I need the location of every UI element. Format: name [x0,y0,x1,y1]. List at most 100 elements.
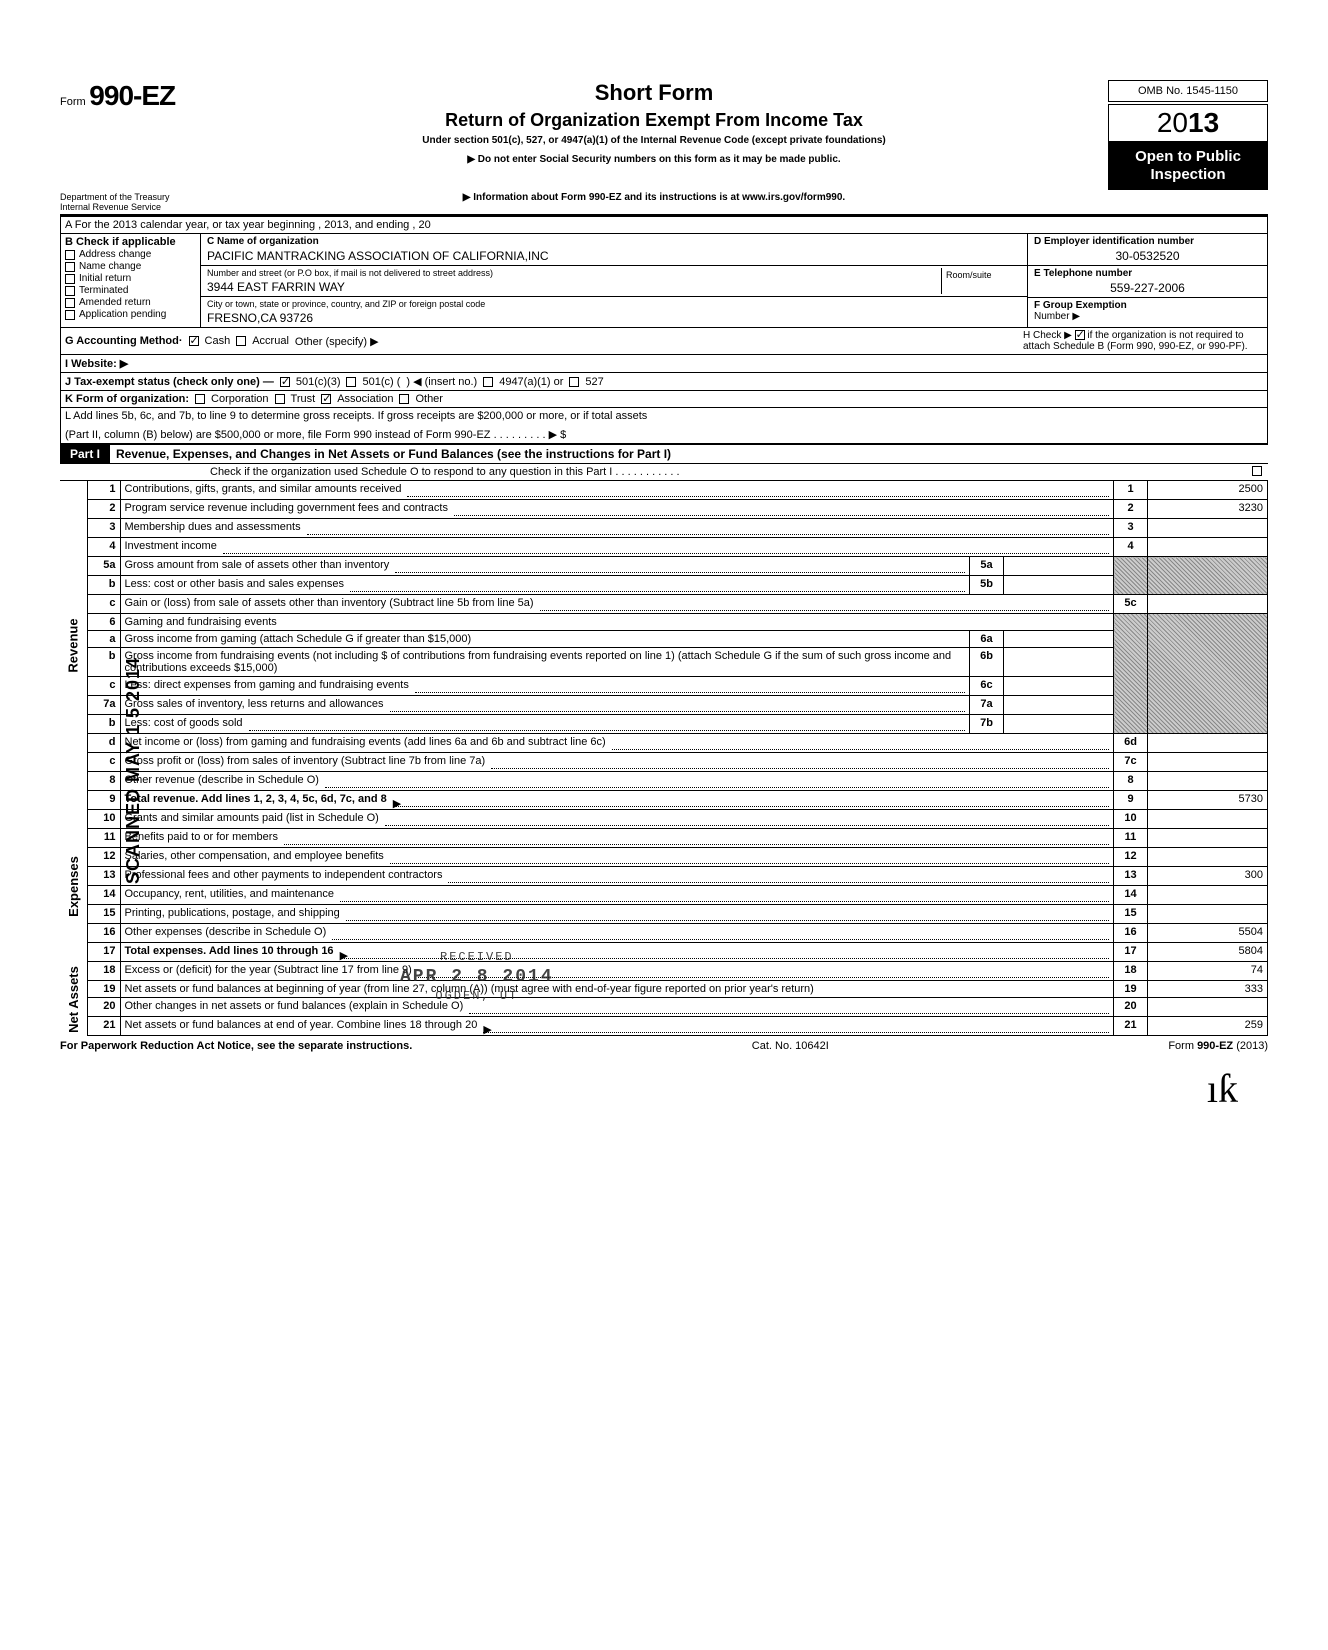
part1-title: Revenue, Expenses, and Changes in Net As… [110,445,1268,463]
city-val: FRESNO,CA 93726 [207,311,1021,325]
chk-corp[interactable] [195,394,205,404]
chk-4947[interactable] [483,377,493,387]
form-number-block: Form 990-EZ [60,80,200,112]
line-14: 14Occupancy, rent, utilities, and mainte… [88,886,1268,905]
line-5b: bLess: cost or other basis and sales exp… [88,576,1268,595]
dept-treasury: Department of the Treasury Internal Reve… [60,192,200,212]
line-7c: cGross profit or (loss) from sales of in… [88,753,1268,772]
info-line: ▶ Information about Form 990-EZ and its … [200,192,1108,212]
form-word: Form [60,96,86,108]
line-11: 11Benefits paid to or for members11 [88,829,1268,848]
row-l-1: L Add lines 5b, 6c, and 7b, to line 9 to… [65,410,647,422]
chk-address-change[interactable] [65,250,75,260]
name-label: C Name of organization [207,236,1021,247]
line-4: 4Investment income4 [88,538,1268,557]
footer-mid: Cat. No. 10642I [752,1040,829,1052]
footer: For Paperwork Reduction Act Notice, see … [60,1036,1268,1052]
line-12: 12Salaries, other compensation, and empl… [88,848,1268,867]
chk-name-change[interactable] [65,262,75,272]
group-exempt-label: F Group Exemption [1034,300,1261,311]
received-stamp: RECEIVED APR 2 8 2014 OGDEN, UT [400,950,554,1005]
line-3: 3Membership dues and assessments3 [88,519,1268,538]
line-19: 19Net assets or fund balances at beginni… [88,981,1268,998]
form-header: Form 990-EZ Short Form Return of Organiz… [60,80,1268,190]
chk-sched-o[interactable] [1252,466,1262,476]
header-table: A For the 2013 calendar year, or tax yea… [60,216,1268,445]
header-right: OMB No. 1545-1150 2013 Open to Public In… [1108,80,1268,190]
line-6: 6Gaming and fundraising events [88,614,1268,631]
line-6b: bGross income from fundraising events (n… [88,648,1268,677]
under-section: Under section 501(c), 527, or 4947(a)(1)… [200,135,1108,146]
part1-label: Part I [60,445,110,463]
line-13: 13Professional fees and other payments t… [88,867,1268,886]
chk-other-org[interactable] [399,394,409,404]
line-18: 18Excess or (deficit) for the year (Subt… [88,962,1268,981]
row-h: H Check ▶ if the organization is not req… [1023,330,1263,352]
form-number: 990-EZ [89,80,175,111]
col-c: C Name of organization PACIFIC MANTRACKI… [201,234,1027,327]
revenue-section: Revenue 1Contributions, gifts, grants, a… [60,481,1268,810]
netassets-section: Net Assets 18Excess or (deficit) for the… [60,962,1268,1036]
chk-app-pending[interactable] [65,310,75,320]
line-17: 17Total expenses. Add lines 10 through 1… [88,943,1268,962]
part1-check: Check if the organization used Schedule … [60,464,1268,481]
ssn-warning: ▶ Do not enter Social Security numbers o… [200,154,1108,165]
line-5c: cGain or (loss) from sale of assets othe… [88,595,1268,614]
return-title: Return of Organization Exempt From Incom… [200,110,1108,131]
col-right: D Employer identification number 30-05325… [1027,234,1267,327]
dept-row: Department of the Treasury Internal Reve… [60,192,1268,216]
line-6d: dNet income or (loss) from gaming and fu… [88,734,1268,753]
phone-val: 559-227-2006 [1034,281,1261,295]
room-suite: Room/suite [941,268,1021,294]
line-7a: 7aGross sales of inventory, less returns… [88,696,1268,715]
street-label: Number and street (or P.O box, if mail i… [207,268,941,278]
line-5a: 5aGross amount from sale of assets other… [88,557,1268,576]
chk-cash[interactable] [189,336,199,346]
expenses-section: Expenses 10Grants and similar amounts pa… [60,810,1268,962]
footer-right: Form 990-EZ (2013) [1168,1040,1268,1052]
group-exempt-num: Number ▶ [1034,311,1261,322]
line-1: 1Contributions, gifts, grants, and simil… [88,481,1268,500]
chk-trust[interactable] [275,394,285,404]
line-20: 20Other changes in net assets or fund ba… [88,998,1268,1017]
chk-accrual[interactable] [236,336,246,346]
line-a: A For the 2013 calendar year, or tax yea… [61,217,1267,233]
chk-amended[interactable] [65,298,75,308]
city-label: City or town, state or province, country… [207,299,1021,309]
line-9: 9Total revenue. Add lines 1, 2, 3, 4, 5c… [88,791,1268,810]
line-16: 16Other expenses (describe in Schedule O… [88,924,1268,943]
omb-number: OMB No. 1545-1150 [1108,80,1268,102]
ein-label: D Employer identification number [1034,236,1261,247]
footer-left: For Paperwork Reduction Act Notice, see … [60,1040,412,1052]
row-k-label: K Form of organization: [65,393,189,405]
line-6a: aGross income from gaming (attach Schedu… [88,631,1268,648]
line-10: 10Grants and similar amounts paid (list … [88,810,1268,829]
org-name: PACIFIC MANTRACKING ASSOCIATION OF CALIF… [207,249,1021,263]
chk-527[interactable] [569,377,579,387]
website-label: I Website: ▶ [65,357,128,370]
short-form-title: Short Form [200,80,1108,106]
line-6c: cLess: direct expenses from gaming and f… [88,677,1268,696]
line-8: 8Other revenue (describe in Schedule O)8 [88,772,1268,791]
scanned-stamp: SCANNED MAY 1 5 2014 [123,657,144,884]
title-block: Short Form Return of Organization Exempt… [200,80,1108,165]
row-l-2: (Part II, column (B) below) are $500,000… [65,428,566,441]
line-2: 2Program service revenue including gover… [88,500,1268,519]
row-g-label: G Accounting Method· [65,335,183,347]
line-21: 21Net assets or fund balances at end of … [88,1017,1268,1036]
part1-header: Part I Revenue, Expenses, and Changes in… [60,445,1268,464]
revenue-side-label: Revenue [60,481,88,810]
chk-501c[interactable] [346,377,356,387]
chk-assoc[interactable] [321,394,331,404]
chk-initial-return[interactable] [65,274,75,284]
handwritten-mark: ıƙ [1207,1065,1238,1112]
tax-year: 2013 [1108,104,1268,142]
netassets-side-label: Net Assets [60,962,88,1036]
col-b-header: B Check if applicable [65,236,196,248]
line-7b: bLess: cost of goods sold7b [88,715,1268,734]
chk-terminated[interactable] [65,286,75,296]
chk-501c3[interactable] [280,377,290,387]
chk-sched-b[interactable] [1075,330,1085,340]
row-j-label: J Tax-exempt status (check only one) — [65,376,274,388]
ein-val: 30-0532520 [1034,249,1261,263]
